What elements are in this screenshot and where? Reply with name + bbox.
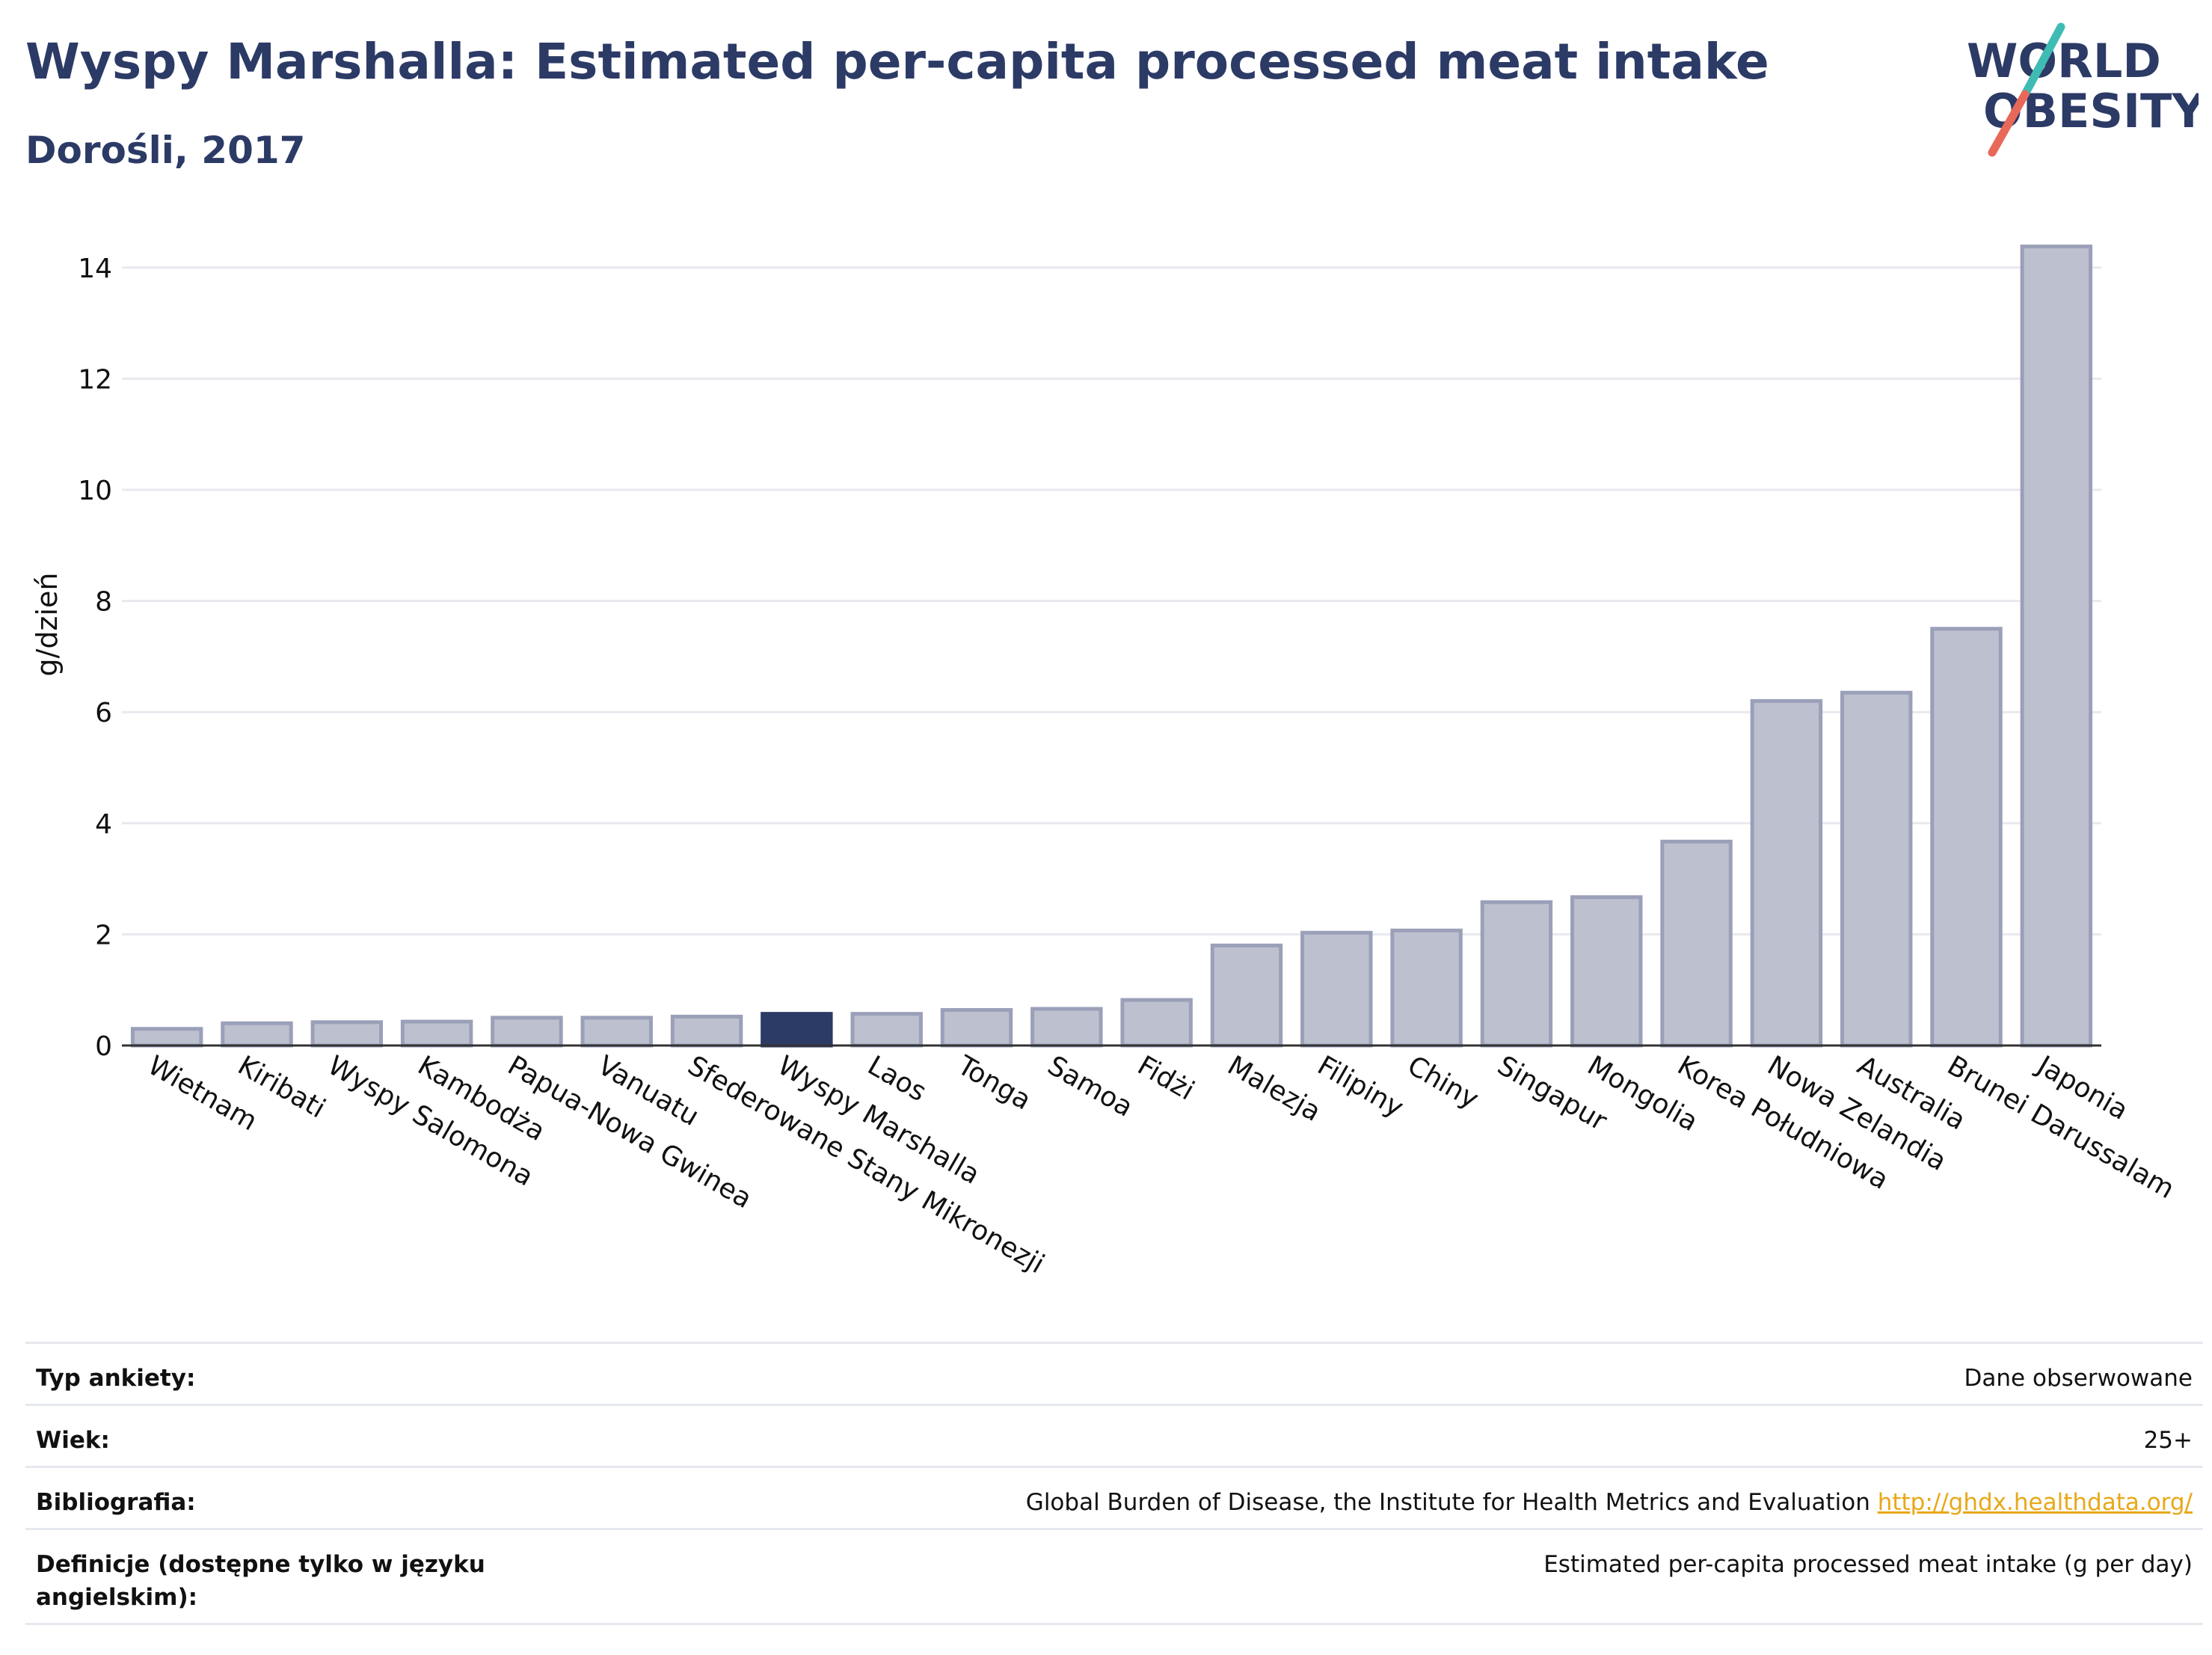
x-tick-label: Malezja bbox=[1222, 1050, 1325, 1128]
chart-title: Wyspy Marshalla: Estimated per-capita pr… bbox=[25, 33, 1769, 90]
world-obesity-logo: WORLD OBESITY bbox=[1967, 22, 2199, 157]
chart-subtitle: Dorośli, 2017 bbox=[25, 129, 306, 172]
bar-19 bbox=[1840, 690, 1913, 1048]
bibliography-text: Global Burden of Disease, the Institute … bbox=[1025, 1489, 1870, 1516]
bar-13 bbox=[1300, 930, 1373, 1048]
bar-1 bbox=[221, 1021, 293, 1048]
bar-9 bbox=[940, 1007, 1013, 1048]
info-row-bibliography: Bibliografia: Global Burden of Disease, … bbox=[25, 1466, 2203, 1528]
info-label: Definicje (dostępne tylko w języku angie… bbox=[36, 1551, 485, 1611]
bar-16 bbox=[1570, 895, 1643, 1048]
bars bbox=[130, 245, 2093, 1048]
x-tick-label: Chiny bbox=[1402, 1050, 1484, 1115]
bibliography-link[interactable]: http://ghdx.healthdata.org/ bbox=[1877, 1489, 2193, 1516]
bar-18 bbox=[1750, 698, 1823, 1048]
info-label: Wiek: bbox=[36, 1427, 110, 1454]
info-value: Dane obserwowane bbox=[1964, 1365, 2193, 1392]
info-table: Typ ankiety: Dane obserwowane Wiek: 25+ … bbox=[25, 1342, 2203, 1625]
bar-20 bbox=[1930, 627, 2003, 1048]
info-row-definitions: Definicje (dostępne tylko w języku angie… bbox=[25, 1528, 2203, 1625]
y-tick-label: 6 bbox=[95, 698, 112, 728]
y-tick-label: 12 bbox=[78, 364, 112, 395]
info-value: Global Burden of Disease, the Institute … bbox=[1026, 1468, 2203, 1519]
y-axis-label: g/dzień bbox=[31, 572, 64, 676]
bar-17 bbox=[1660, 839, 1733, 1048]
logo-text-world: WORLD bbox=[1967, 34, 2161, 88]
info-value: 25+ bbox=[2143, 1427, 2193, 1454]
bar-14 bbox=[1390, 928, 1463, 1048]
bar-0 bbox=[130, 1027, 203, 1048]
y-tick-label: 10 bbox=[78, 476, 112, 506]
info-label: Bibliografia: bbox=[36, 1489, 196, 1516]
x-tick-label: Tonga bbox=[952, 1050, 1036, 1117]
bar-4 bbox=[491, 1016, 563, 1048]
x-tick-label: Fidżi bbox=[1132, 1050, 1199, 1106]
logo-slash-bottom bbox=[1988, 90, 2030, 157]
y-tick-label: 14 bbox=[78, 254, 112, 284]
x-tick-label: Filipiny bbox=[1312, 1050, 1409, 1123]
y-tick-label: 8 bbox=[95, 587, 112, 618]
y-tick-label: 2 bbox=[95, 920, 112, 951]
info-value: Estimated per-capita processed meat inta… bbox=[1543, 1551, 2193, 1578]
bar-15 bbox=[1480, 900, 1553, 1048]
bar-2 bbox=[310, 1020, 384, 1048]
bar-3 bbox=[400, 1019, 473, 1048]
bar-10 bbox=[1030, 1007, 1103, 1048]
bar-5 bbox=[580, 1016, 653, 1048]
y-tick-label: 0 bbox=[95, 1031, 112, 1062]
logo-slash-top bbox=[2021, 22, 2065, 99]
x-tick-label: Samoa bbox=[1042, 1050, 1138, 1123]
bar-7 bbox=[761, 1012, 833, 1048]
bar-21 bbox=[2020, 245, 2093, 1048]
info-label: Typ ankiety: bbox=[36, 1365, 196, 1392]
info-row-age: Wiek: 25+ bbox=[25, 1404, 2203, 1466]
bar-12 bbox=[1210, 943, 1283, 1048]
info-row-survey-type: Typ ankiety: Dane obserwowane bbox=[25, 1342, 2203, 1404]
bar-11 bbox=[1120, 998, 1193, 1048]
y-tick-label: 4 bbox=[95, 809, 112, 840]
bar-6 bbox=[670, 1014, 743, 1048]
bar-8 bbox=[850, 1012, 923, 1048]
